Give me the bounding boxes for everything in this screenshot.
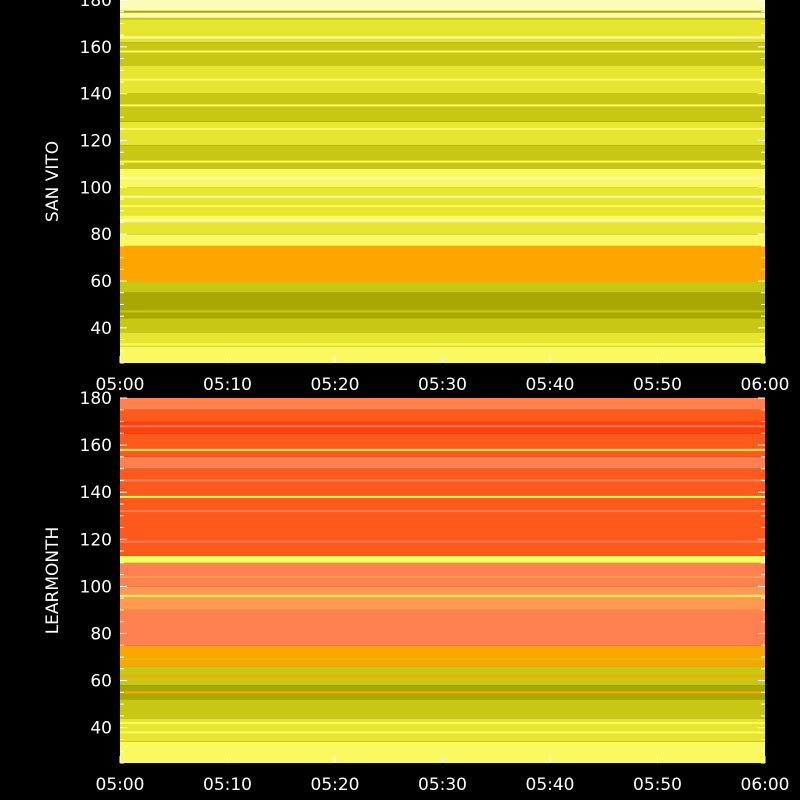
spectrum-stripe (120, 495, 765, 498)
x-tick-label: 05:20 (311, 375, 360, 395)
y-tick-label: 80 (90, 225, 112, 245)
x-tick-label: 05:10 (203, 775, 252, 795)
spectrum-stripe (120, 10, 765, 13)
spectrum-stripe (120, 540, 765, 543)
spectrum-stripe (120, 310, 765, 313)
spectrum-stripe (120, 205, 765, 208)
spectrum-stripe (120, 104, 765, 107)
spectrum-stripe (120, 510, 765, 513)
spectrum-stripe (120, 160, 765, 163)
y-tick-label: 140 (80, 483, 112, 503)
x-tick-label: 05:30 (418, 375, 467, 395)
spectrum-stripe (120, 50, 765, 53)
x-tick-label: 06:00 (741, 375, 790, 395)
x-tick-label: 05:00 (96, 375, 145, 395)
spectrum-band (120, 562, 765, 587)
spectrum-stripe (120, 127, 765, 130)
x-tick-label: 05:10 (203, 375, 252, 395)
spectrum-stripe (120, 691, 765, 694)
spectrum-band (120, 409, 765, 422)
x-tick-label: 05:40 (526, 375, 575, 395)
spectrum-stripe (120, 594, 765, 597)
spectrum-stripe (120, 658, 765, 661)
spectrum-band (120, 281, 765, 293)
spectrum-stripe (120, 195, 765, 198)
spectrum-band (120, 93, 765, 122)
y-tick-label: 40 (90, 319, 112, 339)
y-tick-label: 160 (80, 436, 112, 456)
y-tick-label: 40 (90, 719, 112, 739)
spectrum-stripe (120, 575, 765, 578)
spectrum-stripe (120, 17, 765, 20)
y-tick-label: 100 (80, 577, 112, 597)
y-tick-label: 160 (80, 38, 112, 58)
y-tick-label: 180 (80, 0, 112, 11)
y-axis-title: SAN VITO (43, 141, 63, 222)
spectrum-band (120, 555, 765, 563)
spectrum-band (120, 718, 765, 742)
spectrum-band (120, 456, 765, 469)
y-tick-label: 180 (80, 389, 112, 409)
spectrum-stripe (120, 448, 765, 451)
spectrum-band (120, 609, 765, 646)
spectrum-band (120, 468, 765, 528)
spectrum-band (120, 245, 765, 282)
spectrum-stripe (120, 176, 765, 179)
y-tick-label: 60 (90, 272, 112, 292)
spectrum-stripe (120, 479, 765, 482)
spectrum-band (120, 398, 765, 410)
x-tick-label: 05:50 (633, 375, 682, 395)
spectrum-band (120, 433, 765, 457)
y-tick-label: 140 (80, 85, 112, 105)
spectrum-band (120, 222, 765, 235)
spectrum-band (120, 421, 765, 434)
spectrum-band (120, 0, 765, 19)
spectrum-stripe (120, 425, 765, 428)
y-tick-label: 120 (80, 132, 112, 152)
spectrum-band (120, 145, 765, 169)
san-vito-panel: 40 60 80 100 120 140 160 180 05:00 05:10 05:20 05:3… (43, 0, 790, 395)
x-tick-label: 05:40 (526, 775, 575, 795)
y-tick-label: 120 (80, 530, 112, 550)
spectrum-band (120, 741, 765, 763)
spectrum-band (120, 645, 765, 667)
spectrum-stripe (120, 343, 765, 346)
y-tick-label: 100 (80, 178, 112, 198)
spectrum-band (120, 215, 765, 223)
x-tick-label: 05:20 (311, 775, 360, 795)
spectrum-stripe (120, 36, 765, 39)
spectrum-stripe (120, 78, 765, 81)
spectrum-band (120, 42, 765, 66)
spectrum-band (120, 121, 765, 146)
spectrum-band (120, 234, 765, 246)
x-tick-label: 05:50 (633, 775, 682, 795)
spectrum-band (120, 292, 765, 319)
spectrum-band (120, 699, 765, 719)
learmonth-panel: 40 60 80 100 120 140 160 180 05:00 05:10 05:20 05:3… (43, 389, 790, 795)
spectrum-stripe (120, 219, 765, 222)
spectrum-band (120, 318, 765, 333)
spectrum-band (120, 187, 765, 216)
spectrum-band (120, 332, 765, 347)
spectrum-band (120, 586, 765, 610)
spectrum-stripe (120, 674, 765, 677)
x-tick-label: 05:00 (96, 775, 145, 795)
spectrum-stripe (120, 721, 765, 724)
y-tick-label: 80 (90, 624, 112, 644)
spectrum-stripe (120, 731, 765, 734)
y-tick-label: 60 (90, 672, 112, 692)
spectrum-band (120, 346, 765, 363)
x-tick-label: 05:30 (418, 775, 467, 795)
spectrum-band (120, 18, 765, 43)
y-axis-title: LEARMONTH (43, 527, 63, 635)
x-tick-label: 06:00 (741, 775, 790, 795)
